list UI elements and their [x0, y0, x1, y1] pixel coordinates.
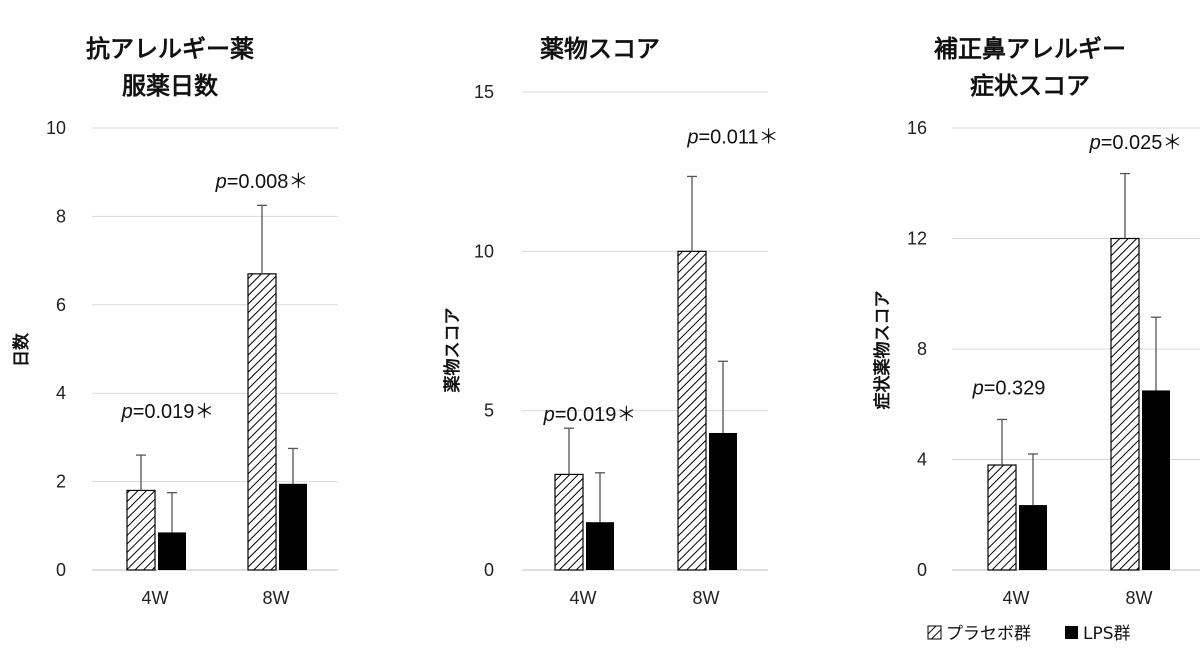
y-tick-label: 2: [56, 472, 66, 492]
x-category-label: 8W: [693, 588, 720, 608]
y-tick-label: 6: [56, 295, 66, 315]
bar-lps: [586, 522, 614, 570]
chart-title-line-2: 服薬日数: [122, 72, 219, 100]
legend-label-lps: LPS群: [1083, 624, 1131, 644]
x-category-label: 4W: [142, 588, 169, 608]
chart-title-line-1: 薬物スコア: [540, 35, 660, 63]
bar-placebo: [126, 489, 156, 571]
chart-medication-days: 抗アレルギー薬 服薬日数 日数 0 2 4 6 8 10 4W 8W p=0.019＊ p=0.0…: [11, 35, 338, 608]
bar-lps: [279, 483, 307, 570]
bar-lps: [1142, 390, 1170, 570]
chart-title-line-2: 症状スコア: [970, 72, 1090, 100]
p-value-annotation: p=0.011＊: [686, 127, 778, 149]
y-tick-label: 12: [907, 229, 927, 249]
x-category-label: 8W: [1126, 588, 1153, 608]
p-value-annotation: p=0.025＊: [1089, 132, 1183, 154]
y-tick-label: 0: [56, 560, 66, 580]
y-axis-label: 症状薬物スコア: [872, 291, 893, 410]
y-tick-label: 15: [474, 82, 494, 102]
p-value-annotation: p=0.019＊: [543, 404, 637, 426]
x-category-label: 8W: [263, 588, 290, 608]
y-tick-label: 10: [474, 241, 494, 261]
y-tick-label: 4: [56, 383, 66, 403]
bar-lps: [709, 432, 737, 570]
bar-lps: [1019, 505, 1047, 570]
bar-placebo: [987, 464, 1017, 571]
y-tick-label: 4: [917, 450, 927, 470]
y-tick-label: 8: [917, 339, 927, 359]
bar-placebo: [1110, 237, 1140, 571]
y-axis-label: 薬物スコア: [442, 308, 463, 393]
y-tick-label: 5: [484, 401, 494, 421]
bar-lps: [158, 532, 186, 570]
bar-placebo: [554, 473, 584, 571]
legend-label-placebo: プラセボ群: [946, 624, 1031, 644]
chart-nasal-symptom-score: 補正鼻アレルギー 症状スコア 症状薬物スコア 0 4 8 12 16 4W 8W p=0.32…: [872, 35, 1200, 608]
x-category-label: 4W: [570, 588, 597, 608]
legend-swatch-lps: [1065, 626, 1078, 639]
p-value-annotation: p=0.329: [972, 378, 1046, 400]
bar-placebo: [677, 250, 707, 571]
p-value-annotation: p=0.008＊: [215, 171, 309, 193]
chart-medication-score: 薬物スコア 薬物スコア 0 5 10 15 4W 8W p=0.019＊ p=0.011＊: [442, 35, 779, 608]
y-tick-label: 0: [917, 560, 927, 580]
y-axis-label: 日数: [11, 332, 32, 367]
chart-title-line-1: 抗アレルギー薬: [86, 35, 254, 63]
y-tick-label: 16: [907, 118, 927, 138]
chart-title-line-1: 補正鼻アレルギー: [933, 35, 1126, 63]
legend: プラセボ群 LPS群: [927, 624, 1131, 644]
y-tick-label: 10: [46, 118, 66, 138]
bar-placebo: [247, 273, 277, 571]
y-tick-label: 0: [484, 560, 494, 580]
legend-swatch-placebo: [927, 625, 942, 640]
x-category-label: 4W: [1003, 588, 1030, 608]
y-tick-label: 8: [56, 206, 66, 226]
p-value-annotation: p=0.019＊: [121, 401, 215, 423]
